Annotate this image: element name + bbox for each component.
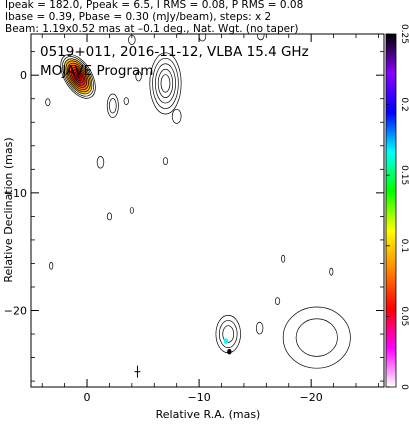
feature-contour: [106, 93, 119, 118]
core-contour: [74, 71, 82, 82]
y-tick-label: 0: [20, 69, 27, 82]
contour-layer: [45, 34, 351, 378]
feature-contour: [45, 98, 51, 107]
feature-contour: [135, 71, 142, 82]
plot-title: 0519+011, 2016-11-12, VLBA 15.4 GHz: [40, 44, 309, 60]
feature-contour: [218, 320, 238, 348]
core-component: [60, 54, 96, 99]
core-contour: [65, 60, 91, 93]
feature-contour: [109, 98, 117, 114]
feature-contour: [282, 306, 351, 369]
feature-contour: [152, 57, 179, 109]
y-tick-label: −20: [4, 305, 27, 318]
core-contour: [69, 64, 88, 88]
colorbar-tick-label: 0.25: [399, 24, 409, 44]
y-axis-label: Relative Declination (mas): [2, 137, 15, 282]
feature-contour: [106, 212, 113, 221]
plot-frame: [30, 33, 385, 388]
color-blob: [223, 338, 229, 344]
feature-contour: [129, 207, 134, 214]
x-axis-label: Relative R.A. (mas): [156, 408, 261, 421]
core-contour: [60, 54, 96, 99]
x-tick-label: 0: [84, 391, 91, 404]
feature-contour: [162, 157, 169, 165]
axis-ticks: 0 −10 −20 0 −10 −20: [4, 34, 384, 404]
feature-contour: [329, 267, 334, 276]
feature-contour: [255, 321, 264, 335]
colorbar-ticks: 0 0.05 0.1 0.15 0.2 0.25: [386, 24, 409, 390]
feature-contour: [198, 34, 207, 42]
feature-contour: [123, 97, 129, 105]
core-contour: [62, 56, 95, 97]
feature-contour: [222, 325, 235, 343]
feature-contour: [171, 108, 182, 124]
colorbar-tick-label: 0.2: [399, 97, 409, 111]
feature-contour: [295, 318, 338, 357]
header-line-2: Ibase = 0.39, Pbase = 0.30 (mJy/beam), s…: [5, 11, 272, 23]
core-contour: [63, 58, 93, 95]
colorbar: [385, 33, 397, 388]
color-blob: [227, 348, 232, 355]
colorbar-tick-label: 0.1: [399, 239, 409, 253]
x-tick-label: −20: [300, 391, 323, 404]
feature-contour: [157, 68, 174, 98]
feature-contour: [274, 297, 281, 305]
feature-contour: [257, 34, 265, 41]
x-tick-label: −10: [187, 391, 210, 404]
header-line-1: Ipeak = 182.0, Ppeak = 6.5, I RMS = 0.08…: [5, 0, 304, 11]
plot-subtitle: MOJAVE Program: [40, 63, 153, 79]
colorbar-tick-label: 0: [399, 384, 409, 390]
feature-contour: [96, 156, 105, 169]
colorbar-tick-label: 0.05: [399, 306, 409, 326]
colorbar-tick-label: 0.15: [399, 165, 409, 185]
core-contour: [67, 62, 89, 90]
feature-contour: [281, 254, 286, 263]
header-line-3: Beam: 1.19x0.52 mas at –0.1 deg., Nat. W…: [5, 23, 299, 35]
core-contour: [72, 69, 84, 84]
feature-contour: [49, 261, 54, 270]
feature-contour: [160, 74, 171, 93]
y-tick-label: −10: [4, 187, 27, 200]
core-contour: [70, 67, 86, 86]
feature-contour: [155, 63, 176, 104]
feature-contour: [149, 52, 182, 115]
